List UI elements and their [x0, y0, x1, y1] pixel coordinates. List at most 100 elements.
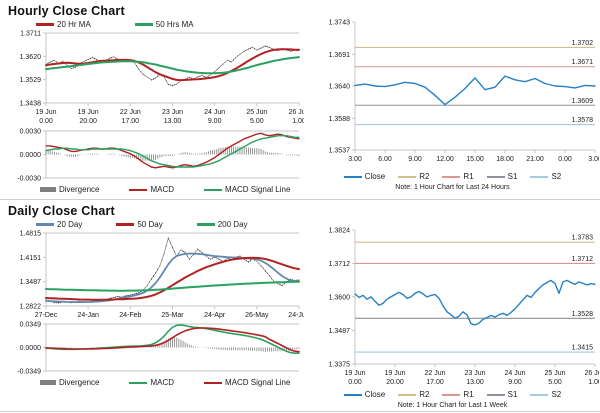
legend-item-50hrs-ma: 50 Hrs MA — [134, 19, 194, 30]
close-line-swatch — [343, 393, 362, 396]
svg-text:13.00: 13.00 — [466, 379, 484, 386]
legend-item-20day: 20 Day — [36, 219, 82, 230]
svg-text:1.3588: 1.3588 — [328, 116, 350, 123]
svg-text:9.00: 9.00 — [408, 156, 422, 163]
svg-text:1.3487: 1.3487 — [20, 279, 42, 286]
svg-text:5.00: 5.00 — [548, 379, 562, 386]
daily-macd-chart: 0.0349 0.0000 -0.0349 — [17, 322, 300, 376]
svg-text:1.3600: 1.3600 — [328, 294, 350, 301]
svg-text:1.3578: 1.3578 — [571, 117, 593, 124]
svg-text:20.00: 20.00 — [79, 118, 97, 125]
legend-item-divergence: Divergence — [40, 377, 99, 388]
legend-label: Close — [364, 390, 386, 399]
legend-label: R1 — [463, 172, 474, 181]
legend-item-macd: MACD — [129, 377, 174, 388]
svg-text:19 Jun: 19 Jun — [78, 109, 99, 116]
50day-line-swatch — [116, 223, 135, 226]
legend-item-r2: R2 — [398, 171, 429, 182]
s1-line-swatch — [486, 175, 505, 178]
legend-item-200day: 200 Day — [196, 219, 248, 230]
daily-ma-legend: 20 Day 50 Day 200 Day — [36, 219, 305, 230]
legend-label: MACD — [150, 185, 175, 194]
svg-text:20.00: 20.00 — [386, 379, 404, 386]
svg-text:1.00: 1.00 — [588, 379, 599, 386]
legend-item-r2: R2 — [398, 389, 429, 400]
svg-text:17.00: 17.00 — [426, 379, 444, 386]
svg-text:23 Jun: 23 Jun — [464, 370, 485, 377]
daily-chart-title: Daily Close Chart — [8, 204, 115, 218]
svg-text:26 Jun: 26 Jun — [584, 370, 599, 377]
s2-line-swatch — [530, 393, 549, 396]
svg-text:19 Jun: 19 Jun — [35, 109, 56, 116]
svg-text:1.00: 1.00 — [292, 118, 304, 125]
svg-text:18.00: 18.00 — [496, 156, 514, 163]
svg-text:13.00: 13.00 — [164, 118, 182, 125]
svg-text:12.00: 12.00 — [436, 156, 454, 163]
svg-text:25 Jun: 25 Jun — [544, 370, 565, 377]
svg-text:1.3529: 1.3529 — [20, 77, 42, 84]
svg-text:24-Jan: 24-Jan — [77, 312, 99, 319]
s2-line-swatch — [530, 175, 549, 178]
svg-text:1.3537: 1.3537 — [328, 148, 350, 155]
macd-line-swatch — [129, 381, 148, 384]
svg-text:17.00: 17.00 — [122, 118, 140, 125]
svg-text:6.00: 6.00 — [378, 156, 392, 163]
svg-text:24-Apr: 24-Apr — [204, 312, 226, 319]
hourly-left-panel: Hourly Close Chart 20 Hr MA 50 Hrs MA 1.… — [0, 0, 305, 199]
svg-text:0.0000: 0.0000 — [20, 345, 42, 352]
svg-text:1.3712: 1.3712 — [328, 261, 350, 268]
legend-label: MACD Signal Line — [225, 185, 291, 194]
hourly-pivot-note: Note: 1 Hour Chart for Last 24 Hours — [395, 184, 510, 191]
svg-text:1.3702: 1.3702 — [571, 40, 593, 47]
legend-label: MACD Signal Line — [225, 378, 291, 387]
legend-label: S2 — [551, 390, 562, 399]
hourly-macd-legend: Divergence MACD MACD Signal Line — [40, 184, 305, 195]
divergence-bar-swatch — [40, 380, 56, 385]
legend-label: S1 — [507, 172, 518, 181]
svg-text:1.4151: 1.4151 — [20, 255, 42, 262]
svg-text:1.3609: 1.3609 — [571, 98, 593, 105]
weekly-pivot-panel: 1.3824 1.3712 1.3600 1.3487 1.3375 19 Jun 0.00… — [305, 200, 600, 411]
svg-text:24 Jun: 24 Jun — [204, 109, 225, 116]
legend-label: 20 Day — [57, 220, 83, 229]
macd-line-swatch — [129, 188, 148, 191]
svg-text:1.4815: 1.4815 — [20, 231, 42, 238]
svg-text:0.00: 0.00 — [558, 156, 572, 163]
svg-text:25-Mar: 25-Mar — [161, 312, 184, 319]
macd-signal-line-swatch — [204, 188, 223, 191]
svg-text:1.3824: 1.3824 — [328, 228, 350, 235]
svg-text:1.2822: 1.2822 — [20, 304, 42, 311]
svg-text:24 Jun: 24 Jun — [504, 370, 525, 377]
svg-text:22 Jun: 22 Jun — [120, 109, 141, 116]
weekly-pivot-legend: Close R2 R1 S1 S2 — [343, 389, 561, 400]
svg-text:9.00: 9.00 — [508, 379, 522, 386]
svg-text:1.3528: 1.3528 — [571, 311, 593, 318]
svg-text:19 Jun: 19 Jun — [384, 370, 405, 377]
svg-text:1.3783: 1.3783 — [571, 235, 593, 242]
legend-label: R2 — [419, 390, 430, 399]
legend-item-r1: R1 — [442, 171, 474, 182]
svg-text:1.3712: 1.3712 — [571, 256, 593, 263]
legend-label: 20 Hr MA — [57, 20, 91, 29]
close-line-swatch — [343, 175, 362, 178]
daily-section: Daily Close Chart 20 Day 50 Day 200 Day … — [0, 200, 600, 412]
20hr-ma-line-swatch — [36, 23, 54, 26]
s1-line-swatch — [486, 393, 505, 396]
legend-label: Close — [364, 172, 386, 181]
svg-text:0.0349: 0.0349 — [20, 322, 42, 329]
svg-text:0.0030: 0.0030 — [20, 129, 42, 136]
legend-item-s2: S2 — [530, 389, 561, 400]
hourly-pivot-panel: 1.3743 1.3691 1.3640 1.3588 1.3537 3.00 6.00 9.… — [305, 0, 600, 199]
svg-text:19 Jun: 19 Jun — [344, 370, 365, 377]
svg-text:24-Jun: 24-Jun — [288, 312, 304, 319]
svg-text:0.00: 0.00 — [39, 118, 53, 125]
legend-item-r1: R1 — [442, 389, 474, 400]
legend-label: MACD — [150, 378, 175, 387]
svg-text:3.00: 3.00 — [348, 156, 362, 163]
legend-item-20hr-ma: 20 Hr MA — [36, 19, 91, 30]
legend-item-close: Close — [343, 171, 386, 182]
